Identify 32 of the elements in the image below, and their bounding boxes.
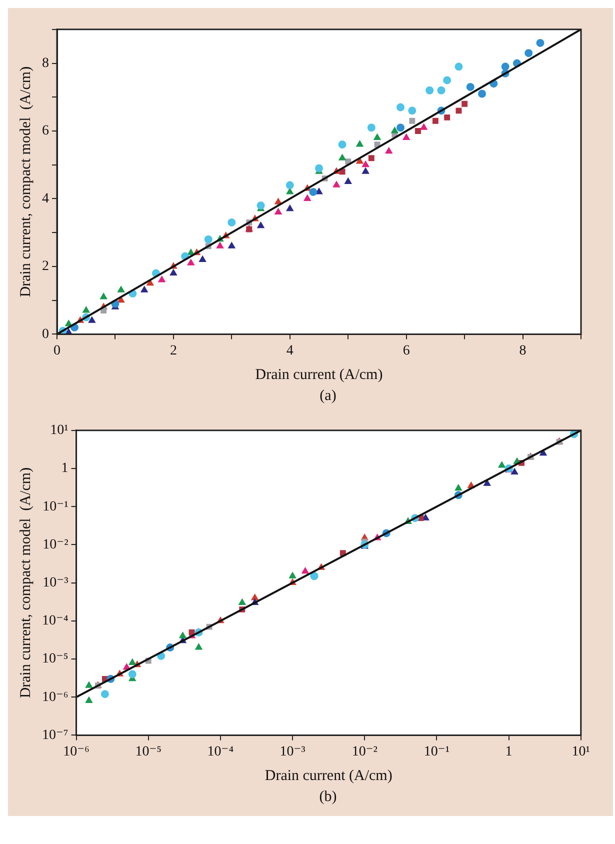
y-tick-label: 10⁻³ — [42, 575, 68, 590]
y-axis-title: Drain current, compact model (A/cm) — [18, 66, 34, 298]
x-tick-label: 2 — [170, 343, 177, 358]
x-tick-label: 10⁻⁵ — [135, 744, 162, 760]
y-tick-label: 1 — [61, 461, 68, 476]
x-tick-label: 10⁻⁴ — [207, 744, 234, 760]
x-tick-label: 1 — [505, 744, 512, 760]
y-tick-label: 10⁻⁴ — [42, 614, 68, 629]
y-tick-label: 2 — [42, 259, 49, 274]
x-tick-label: 10⁻³ — [280, 744, 306, 760]
y-tick-label: 6 — [42, 124, 49, 139]
x-tick-label: 6 — [402, 343, 410, 358]
y-tick-label: 10⁻⁵ — [42, 652, 68, 667]
y-tick-label: 10⁻⁷ — [42, 728, 68, 743]
y-axis-title: Drain current, compact model (A/cm) — [18, 467, 34, 698]
x-tick-label: 10⁻⁶ — [63, 744, 90, 760]
y-tick-label: 0 — [42, 326, 49, 342]
x-tick-label: 8 — [519, 343, 526, 358]
x-axis-title: Drain current (A/cm) — [264, 768, 392, 784]
y-tick-label: 8 — [42, 56, 49, 71]
x-tick-label: 4 — [286, 343, 294, 358]
y-tick-label: 10⁻⁶ — [42, 690, 68, 705]
y-tick-label: 10⁻¹ — [42, 499, 68, 514]
x-tick-label: 10¹ — [572, 744, 590, 760]
x-axis-title: Drain current (A/cm) — [255, 366, 383, 383]
y-tick-label: 10⁻² — [42, 537, 68, 552]
y-tick-label: 4 — [42, 191, 49, 206]
text: (a) — [318, 388, 338, 405]
x-tick-label: 10⁻² — [352, 744, 378, 760]
y-tick-label: 10¹ — [50, 423, 68, 438]
x-tick-label: 10⁻¹ — [424, 744, 450, 760]
text: (b) — [318, 789, 338, 806]
